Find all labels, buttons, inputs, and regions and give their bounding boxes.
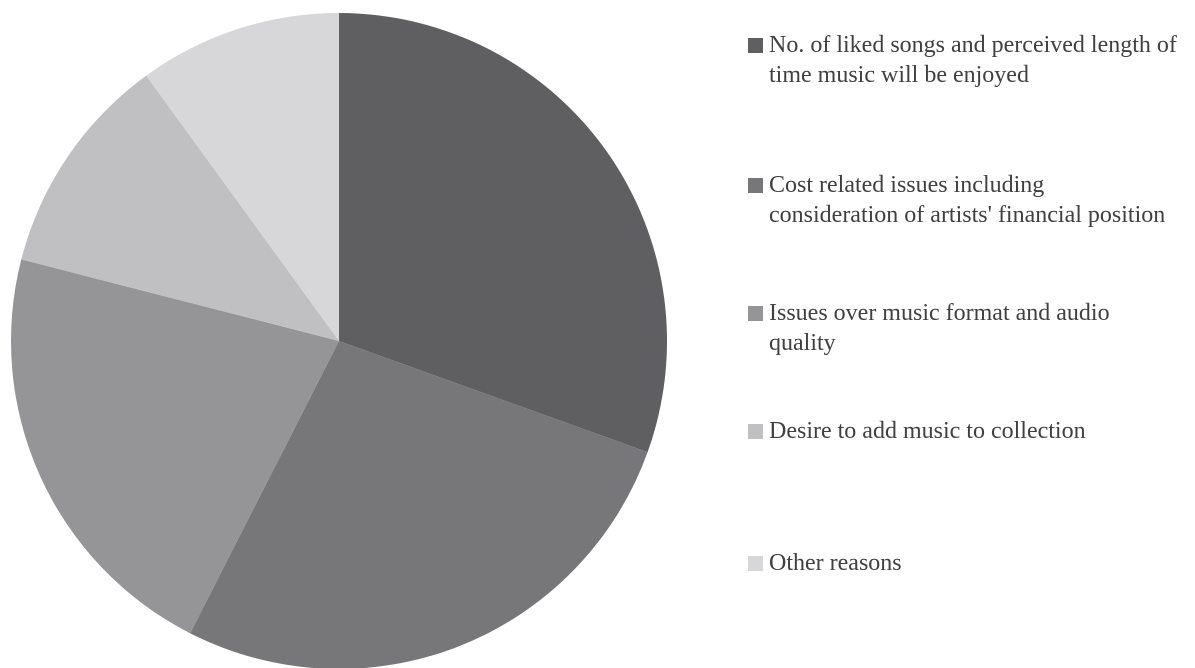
- pie-slice-2: [190, 341, 648, 668]
- legend-swatch-1: [748, 38, 763, 53]
- pie-slice-3: [10, 259, 339, 634]
- legend-item-5: Other reasons: [748, 548, 1188, 578]
- legend-label-4: Desire to add music to collection: [769, 418, 1086, 444]
- legend-item-3: Issues over music format and audio quali…: [748, 298, 1188, 358]
- legend-swatch-3: [748, 306, 763, 321]
- legend-swatch-4: [748, 424, 763, 439]
- legend-label-1: No. of liked songs and perceived length …: [769, 32, 1177, 88]
- pie-plot-area: [10, 12, 668, 668]
- pie-slice-4: [21, 75, 340, 341]
- pie-slice-1: [339, 13, 668, 453]
- legend-item-2: Cost related issues including considerat…: [748, 170, 1188, 230]
- legend-swatch-2: [748, 178, 763, 193]
- legend-label-5: Other reasons: [769, 550, 902, 576]
- legend-label-3: Issues over music format and audio quali…: [769, 300, 1110, 356]
- legend-swatch-5: [748, 556, 763, 571]
- pie-slice-5: [146, 12, 339, 341]
- legend-item-4: Desire to add music to collection: [748, 416, 1188, 446]
- legend-label-2: Cost related issues including considerat…: [769, 172, 1166, 228]
- legend-item-1: No. of liked songs and perceived length …: [748, 30, 1188, 90]
